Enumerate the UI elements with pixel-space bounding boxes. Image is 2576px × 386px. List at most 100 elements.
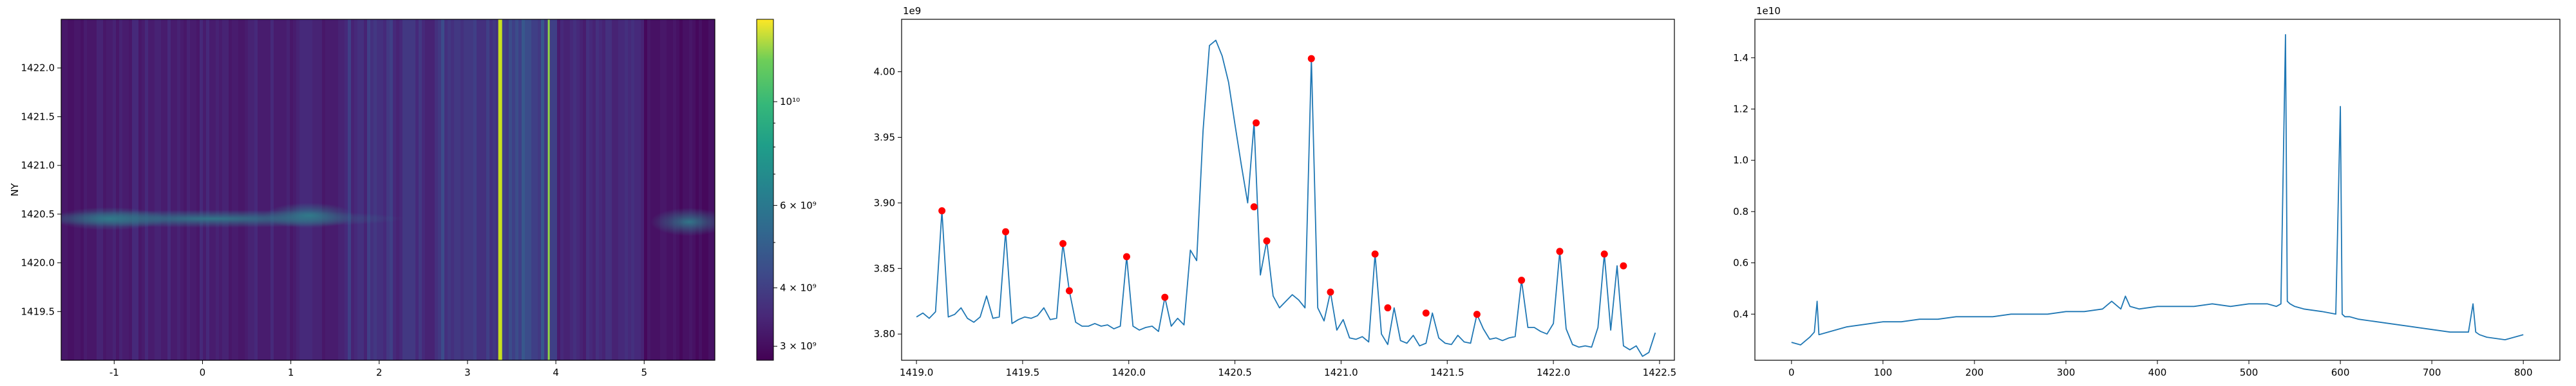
heatmap-column xyxy=(567,19,571,360)
heatmap-column xyxy=(200,19,204,360)
heatmap-column xyxy=(502,19,506,360)
spectrum-peak-marker xyxy=(1327,288,1334,296)
heatmap-column xyxy=(589,19,593,360)
heatmap-column xyxy=(248,19,252,360)
timeseries-x-ticks: 0 100 200 300 400 500 600 700 800 xyxy=(1788,360,2533,378)
heatmap-column xyxy=(155,19,158,360)
heatmap-x-tick-label: 2 xyxy=(376,367,383,378)
heatmap-column xyxy=(306,19,310,360)
heatmap-column xyxy=(625,19,629,360)
heatmap-column xyxy=(396,19,400,360)
heatmap-column xyxy=(77,19,81,360)
heatmap-column xyxy=(525,19,529,360)
spectrum-x-tick-label: 1419.5 xyxy=(1006,367,1040,378)
spectrum-peak-marker xyxy=(938,207,946,215)
heatmap-column xyxy=(438,19,442,360)
heatmap-column xyxy=(419,19,422,360)
heatmap-column xyxy=(570,19,574,360)
heatmap-column xyxy=(660,19,664,360)
heatmap-column xyxy=(287,19,290,360)
heatmap-column xyxy=(261,19,265,360)
heatmap-column xyxy=(354,19,358,360)
spectrum-panel: 1419.0 1419.5 1420.0 1420.5 1421.0 1421.5 1422… xyxy=(874,5,1677,378)
heatmap-column xyxy=(425,19,429,360)
heatmap-column xyxy=(254,19,258,360)
heatmap-column xyxy=(267,19,271,360)
heatmap-column xyxy=(364,19,368,360)
heatmap-column xyxy=(370,19,374,360)
heatmap-column xyxy=(345,19,348,360)
heatmap-column xyxy=(564,19,567,360)
spectrum-peak-marker xyxy=(1384,304,1392,311)
spectrum-peak-marker xyxy=(1371,250,1379,258)
heatmap-y-tick-label: 1420.0 xyxy=(21,257,55,269)
heatmap-column xyxy=(696,19,699,360)
heatmap-y-ticks: 1419.5 1420.0 1420.5 1421.0 1421.5 1422.0 xyxy=(21,62,61,317)
heatmap-column xyxy=(74,19,78,360)
heatmap-column xyxy=(386,19,390,360)
colorbar-ticks: 3 × 10⁹ 4 × 10⁹ 6 × 10⁹ 10¹⁰ xyxy=(773,96,817,352)
heatmap-column xyxy=(460,19,464,360)
heatmap-column xyxy=(383,19,387,360)
heatmap-column xyxy=(129,19,133,360)
spectrum-peak-markers xyxy=(938,55,1627,318)
heatmap-column xyxy=(470,19,474,360)
heatmap-column xyxy=(612,19,616,360)
heatmap-column xyxy=(64,19,68,360)
heatmap-column xyxy=(277,19,281,360)
heatmap-column xyxy=(242,19,245,360)
heatmap-column xyxy=(618,19,622,360)
heatmap-column xyxy=(348,19,352,360)
heatmap-x-tick-label: 1 xyxy=(288,367,294,378)
heatmap-image xyxy=(61,19,715,360)
timeseries-y-tick-label: 0.6 xyxy=(1733,257,1748,269)
timeseries-x-tick-label: 200 xyxy=(1965,367,1984,378)
heatmap-column xyxy=(480,19,484,360)
heatmap-column xyxy=(219,19,223,360)
heatmap-column xyxy=(126,19,129,360)
spectrum-peak-marker xyxy=(1002,228,1010,235)
heatmap-column xyxy=(106,19,110,360)
heatmap-column xyxy=(422,19,426,360)
heatmap-column xyxy=(251,19,255,360)
spectrum-peak-marker xyxy=(1422,309,1430,317)
timeseries-y-ticks: 0.4 0.6 0.8 1.0 1.2 1.4 xyxy=(1733,52,1755,320)
heatmap-column xyxy=(93,19,97,360)
heatmap-column xyxy=(109,19,113,360)
heatmap-column xyxy=(596,19,600,360)
heatmap-column xyxy=(68,19,71,360)
heatmap-column xyxy=(464,19,468,360)
heatmap-column xyxy=(699,19,703,360)
heatmap-column xyxy=(683,19,687,360)
spectrum-offset-label: 1e9 xyxy=(903,5,921,17)
heatmap-column xyxy=(225,19,229,360)
spectrum-x-tick-label: 1420.5 xyxy=(1218,367,1252,378)
timeseries-frame xyxy=(1754,19,2561,361)
heatmap-column xyxy=(322,19,326,360)
heatmap-column xyxy=(509,19,513,360)
heatmap-column xyxy=(586,19,590,360)
heatmap-column xyxy=(213,19,216,360)
heatmap-column xyxy=(332,19,336,360)
timeseries-x-tick-label: 800 xyxy=(2514,367,2533,378)
heatmap-column xyxy=(576,19,580,360)
heatmap-column xyxy=(283,19,287,360)
timeseries-x-tick-label: 300 xyxy=(2057,367,2076,378)
heatmap-column xyxy=(512,19,516,360)
heatmap-column xyxy=(177,19,181,360)
timeseries-x-tick-label: 500 xyxy=(2240,367,2259,378)
heatmap-column xyxy=(551,19,554,360)
heatmap-ylabel: NY xyxy=(9,183,21,196)
heatmap-x-tick-label: 4 xyxy=(553,367,559,378)
heatmap-column xyxy=(631,19,635,360)
heatmap-column xyxy=(232,19,236,360)
heatmap-column xyxy=(167,19,171,360)
heatmap-column xyxy=(97,19,100,360)
heatmap-column xyxy=(667,19,670,360)
heatmap-column xyxy=(557,19,561,360)
heatmap-bright-column xyxy=(547,19,550,360)
heatmap-column xyxy=(663,19,667,360)
heatmap-column xyxy=(132,19,136,360)
spectrum-x-tick-label: 1421.5 xyxy=(1430,367,1464,378)
heatmap-column xyxy=(580,19,583,360)
